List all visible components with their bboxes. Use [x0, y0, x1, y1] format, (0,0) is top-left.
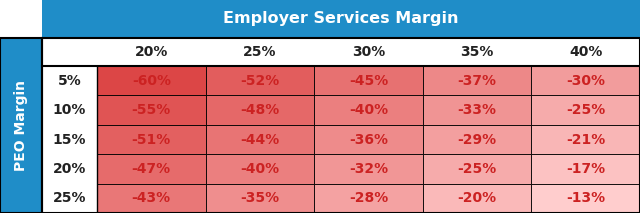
Bar: [0, 38, 42, 213]
Text: -48%: -48%: [240, 103, 280, 117]
Bar: [314, 154, 423, 184]
Bar: [531, 66, 640, 95]
Text: -32%: -32%: [349, 162, 388, 176]
Bar: [423, 95, 531, 125]
Text: -51%: -51%: [132, 132, 171, 147]
Bar: [531, 154, 640, 184]
Text: 5%: 5%: [58, 74, 81, 88]
Bar: [0, 38, 42, 213]
Bar: [42, 0, 640, 38]
Text: -47%: -47%: [132, 162, 171, 176]
Text: PEO Margin: PEO Margin: [14, 80, 28, 171]
Bar: [205, 66, 314, 95]
Text: 20%: 20%: [53, 162, 86, 176]
Bar: [97, 184, 205, 213]
Text: -40%: -40%: [349, 103, 388, 117]
Bar: [423, 184, 531, 213]
Text: -60%: -60%: [132, 74, 171, 88]
Text: -45%: -45%: [349, 74, 388, 88]
Text: -25%: -25%: [566, 103, 605, 117]
Bar: [314, 125, 423, 154]
Bar: [205, 184, 314, 213]
Text: 10%: 10%: [53, 103, 86, 117]
Text: -44%: -44%: [240, 132, 280, 147]
Bar: [531, 125, 640, 154]
Bar: [314, 95, 423, 125]
Bar: [205, 95, 314, 125]
Bar: [423, 66, 531, 95]
Text: 40%: 40%: [569, 45, 602, 59]
Text: -30%: -30%: [566, 74, 605, 88]
Text: -21%: -21%: [566, 132, 605, 147]
Text: -20%: -20%: [458, 191, 497, 205]
Bar: [531, 95, 640, 125]
Text: 20%: 20%: [134, 45, 168, 59]
Text: -40%: -40%: [241, 162, 280, 176]
Text: -29%: -29%: [458, 132, 497, 147]
Bar: [423, 154, 531, 184]
Bar: [531, 184, 640, 213]
Bar: [205, 154, 314, 184]
Bar: [97, 125, 205, 154]
Text: 25%: 25%: [52, 191, 86, 205]
Text: -37%: -37%: [458, 74, 497, 88]
Text: -33%: -33%: [458, 103, 497, 117]
Bar: [314, 66, 423, 95]
Text: 30%: 30%: [352, 45, 385, 59]
Text: -28%: -28%: [349, 191, 388, 205]
Bar: [97, 154, 205, 184]
Bar: [423, 125, 531, 154]
Text: 25%: 25%: [243, 45, 276, 59]
Text: -36%: -36%: [349, 132, 388, 147]
Text: 15%: 15%: [52, 132, 86, 147]
Bar: [97, 66, 205, 95]
Text: -55%: -55%: [132, 103, 171, 117]
Text: -43%: -43%: [132, 191, 171, 205]
Text: -52%: -52%: [240, 74, 280, 88]
Bar: [42, 38, 640, 213]
Text: Employer Services Margin: Employer Services Margin: [223, 12, 459, 26]
Bar: [205, 125, 314, 154]
Text: -25%: -25%: [458, 162, 497, 176]
Text: -13%: -13%: [566, 191, 605, 205]
Text: -35%: -35%: [241, 191, 280, 205]
Text: -17%: -17%: [566, 162, 605, 176]
Bar: [314, 184, 423, 213]
Text: 35%: 35%: [460, 45, 494, 59]
Bar: [97, 95, 205, 125]
